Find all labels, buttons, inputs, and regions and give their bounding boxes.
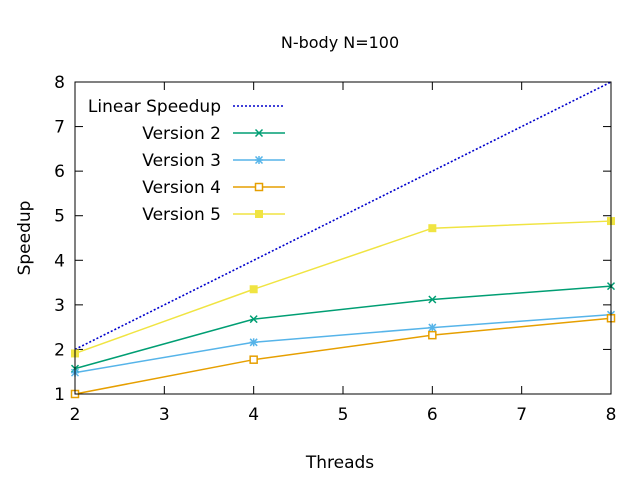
y-tick-label: 2	[54, 340, 65, 360]
series-line	[74, 220, 612, 355]
legend-item: Version 3	[142, 151, 285, 171]
legend-item: Linear Speedup	[88, 97, 285, 117]
chart-title: N-body N=100	[281, 33, 399, 52]
legend-marker	[255, 210, 263, 218]
y-tick-label: 4	[54, 251, 65, 271]
data-point	[249, 338, 258, 347]
y-tick-label: 7	[54, 118, 65, 138]
legend-item: Version 5	[142, 205, 285, 225]
data-point	[428, 330, 437, 340]
series-line	[74, 317, 612, 395]
series-version-5	[71, 217, 615, 358]
series-version-4	[70, 313, 616, 399]
series-lines	[70, 81, 616, 399]
legend-label: Linear Speedup	[88, 97, 221, 117]
data-point	[428, 323, 437, 332]
x-tick-label: 2	[70, 405, 81, 425]
y-tick-label: 5	[54, 207, 65, 227]
y-tick-label: 1	[54, 385, 65, 405]
y-tick-label: 6	[54, 162, 65, 182]
legend-item: Version 4	[142, 178, 285, 198]
x-tick-label: 3	[159, 405, 170, 425]
legend-label: Version 3	[142, 151, 221, 171]
plot-frame	[74, 81, 612, 395]
legend-label: Version 4	[142, 178, 221, 198]
y-tick-label: 3	[54, 296, 65, 316]
data-point	[428, 224, 437, 233]
legend-marker	[254, 155, 264, 165]
x-tick-label: 6	[427, 405, 438, 425]
data-point	[249, 355, 258, 364]
x-axis-label: Threads	[305, 453, 374, 473]
x-tick-label: 5	[338, 405, 349, 425]
legend: Linear Speedup Version 2 Version 3 Version …	[88, 97, 285, 225]
series-line	[74, 285, 612, 370]
series-line	[74, 313, 612, 374]
legend-item: Version 2	[142, 124, 285, 144]
data-point	[249, 285, 258, 294]
legend-marker	[254, 182, 264, 192]
x-tick-label: 4	[248, 405, 259, 425]
data-point	[428, 295, 437, 304]
y-tick-label: 8	[54, 73, 65, 93]
legend-label: Version 2	[142, 124, 221, 144]
y-axis-label: Speedup	[15, 201, 35, 276]
x-tick-label: 8	[606, 405, 617, 425]
legend-marker	[254, 128, 264, 138]
data-point	[249, 315, 258, 324]
series-version-3	[70, 310, 616, 377]
x-tick-label: 7	[516, 405, 527, 425]
legend-label: Version 5	[142, 205, 221, 225]
